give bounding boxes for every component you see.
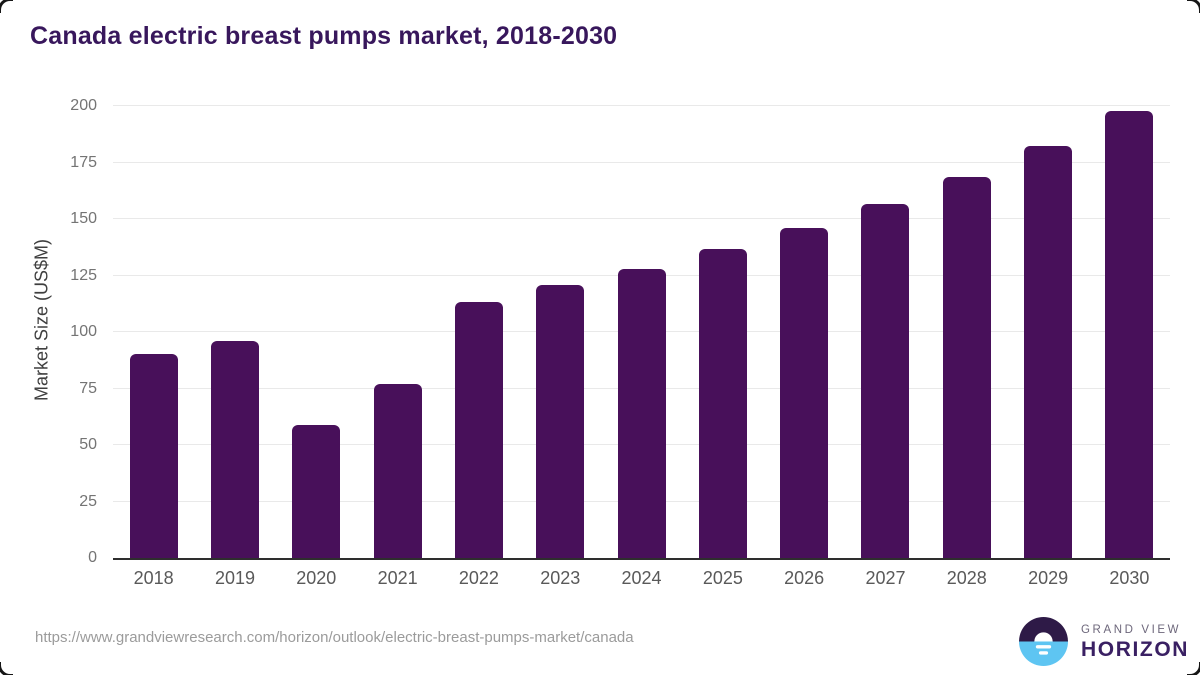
x-tick-label: 2021 bbox=[377, 568, 418, 588]
bar-slot bbox=[764, 106, 845, 558]
bar-2030[interactable] bbox=[1105, 111, 1154, 558]
y-tick-label: 150 bbox=[70, 210, 97, 227]
rounded-corner-decoration bbox=[0, 662, 13, 675]
bars-layer bbox=[113, 106, 1170, 558]
bar-slot bbox=[357, 106, 438, 558]
x-tick-label: 2030 bbox=[1109, 568, 1150, 588]
y-tick-label: 125 bbox=[70, 266, 97, 284]
brand-name-bottom: HORIZON bbox=[1081, 637, 1190, 661]
bar-2029[interactable] bbox=[1024, 145, 1073, 558]
bar-2024[interactable] bbox=[617, 268, 666, 558]
y-tick-label: 25 bbox=[79, 492, 97, 510]
bar-2027[interactable] bbox=[861, 203, 910, 558]
logo-reflection-line-1 bbox=[1035, 645, 1052, 649]
plot-area: 0 25 50 75 100 125 150 175 200 bbox=[70, 98, 1170, 566]
y-gridline bbox=[113, 161, 1170, 163]
bar-2020[interactable] bbox=[292, 425, 341, 558]
bar-slot bbox=[1089, 106, 1170, 558]
bar-slot bbox=[276, 106, 357, 558]
y-tick-label: 175 bbox=[70, 153, 97, 171]
y-tick-label: 75 bbox=[79, 379, 97, 397]
y-gridline bbox=[113, 105, 1170, 106]
x-axis-labels: 2018 2019 2020 2021 2022 2023 2024 2025 2026 2027… bbox=[113, 568, 1170, 589]
bar-slot bbox=[682, 106, 763, 558]
y-tick-label: 200 bbox=[70, 97, 97, 114]
bar-2026[interactable] bbox=[780, 227, 829, 558]
logo-reflection-line-2 bbox=[1038, 651, 1049, 655]
y-tick-label: 100 bbox=[70, 323, 97, 340]
bar-slot bbox=[601, 106, 682, 558]
bar-slot bbox=[438, 106, 519, 558]
bar-2018[interactable] bbox=[129, 353, 178, 558]
x-tick-label: 2027 bbox=[865, 568, 906, 588]
bar-2025[interactable] bbox=[698, 249, 747, 558]
y-tick-label: 50 bbox=[79, 436, 97, 453]
bar-2021[interactable] bbox=[373, 383, 422, 558]
rounded-corner-decoration bbox=[0, 0, 13, 13]
x-tick-label: 2019 bbox=[214, 568, 255, 588]
bar-slot bbox=[1007, 106, 1088, 558]
horizon-sun-over-water-icon bbox=[1019, 617, 1068, 666]
y-gridline bbox=[113, 218, 1170, 219]
chart-title: Canada electric breast pumps market, 201… bbox=[30, 22, 618, 50]
x-tick-label: 2018 bbox=[133, 568, 174, 588]
logo-sun bbox=[1034, 632, 1053, 642]
x-tick-label: 2020 bbox=[296, 568, 337, 588]
x-tick-label: 2028 bbox=[946, 568, 987, 588]
x-tick-label: 2026 bbox=[784, 568, 825, 588]
brand-logo: GRAND VIEW HORIZON bbox=[1019, 617, 1189, 666]
y-axis-title: Market Size (US$M) bbox=[31, 238, 52, 402]
x-tick-label: 2022 bbox=[458, 568, 499, 588]
x-tick-label: 2029 bbox=[1028, 568, 1069, 588]
bar-2022[interactable] bbox=[454, 301, 503, 558]
y-tick-label: 0 bbox=[88, 549, 97, 566]
bar-2023[interactable] bbox=[536, 285, 585, 558]
bar-slot bbox=[520, 106, 601, 558]
logo-top-half bbox=[1019, 617, 1068, 642]
x-tick-label: 2024 bbox=[621, 568, 662, 588]
x-tick-label: 2025 bbox=[702, 568, 743, 588]
x-tick-label: 2023 bbox=[540, 568, 581, 588]
brand-logo-text: GRAND VIEW HORIZON bbox=[1081, 624, 1189, 660]
bar-slot bbox=[845, 106, 926, 558]
bar-slot bbox=[926, 106, 1007, 558]
bar-slot bbox=[113, 106, 194, 558]
bar-slot bbox=[194, 106, 275, 558]
bar-2028[interactable] bbox=[942, 176, 991, 558]
brand-name-top: GRAND VIEW bbox=[1081, 623, 1182, 636]
source-url: https://www.grandviewresearch.com/horizo… bbox=[35, 629, 634, 646]
bar-2019[interactable] bbox=[210, 341, 259, 558]
rounded-corner-decoration bbox=[1187, 0, 1200, 13]
